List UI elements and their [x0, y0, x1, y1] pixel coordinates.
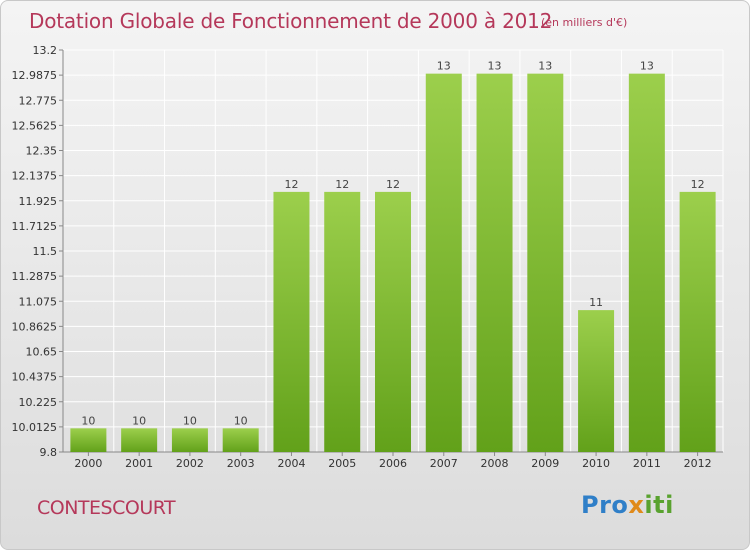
- y-tick-label: 10.4375: [12, 371, 58, 384]
- bar-2012: [679, 191, 716, 452]
- bar-2006: [375, 191, 411, 452]
- bar-value-label: 10: [81, 414, 95, 427]
- x-tick-label: 2000: [74, 457, 102, 470]
- y-tick-label: 12.1375: [12, 170, 58, 183]
- bar-2008: [476, 73, 513, 452]
- bar-2002: [171, 428, 208, 452]
- x-tick-label: 2011: [633, 457, 661, 470]
- bar-value-label: 13: [640, 60, 654, 73]
- y-tick-label: 10.8625: [12, 320, 58, 333]
- chart-subtitle: (en milliers d'€): [541, 16, 628, 29]
- bars-layer: [70, 73, 716, 452]
- bar-2011: [628, 73, 665, 452]
- bar-value-label: 12: [284, 178, 298, 191]
- bar-2000: [70, 428, 107, 452]
- x-tick-label: 2007: [430, 457, 458, 470]
- bar-value-label: 12: [691, 178, 705, 191]
- bar-value-label: 13: [488, 60, 502, 73]
- bar-value-label: 10: [183, 414, 197, 427]
- bar-value-label: 10: [234, 414, 248, 427]
- logo-part-1: Pro: [581, 491, 629, 519]
- y-tick-label: 11.7125: [12, 220, 58, 233]
- grid-layer: [59, 49, 724, 456]
- logo-part-2: x: [628, 491, 645, 519]
- chart-title: Dotation Globale de Fonctionnement de 20…: [29, 9, 553, 33]
- bar-2003: [222, 428, 259, 452]
- x-tick-label: 2005: [328, 457, 356, 470]
- x-tick-label: 2001: [125, 457, 153, 470]
- x-tick-label: 2010: [582, 457, 610, 470]
- labels-layer: 13.2 12.9875 12.775 12.5625 12.35 12.1375 11.9…: [12, 44, 712, 470]
- bar-value-label: 11: [589, 296, 603, 309]
- y-tick-label: 11.2875: [12, 270, 58, 283]
- x-tick-label: 2006: [379, 457, 407, 470]
- y-tick-label: 13.2: [33, 44, 58, 57]
- y-tick-label: 11.925: [19, 195, 58, 208]
- proxiti-logo: Proxiti: [581, 491, 674, 519]
- bar-value-label: 13: [538, 60, 552, 73]
- x-tick-label: 2004: [277, 457, 305, 470]
- bar-value-label: 13: [437, 60, 451, 73]
- y-tick-label: 9.8: [40, 446, 58, 459]
- bar-value-label: 12: [335, 178, 349, 191]
- x-tick-label: 2012: [684, 457, 712, 470]
- x-tick-label: 2003: [227, 457, 255, 470]
- logo-part-3: iti: [644, 491, 674, 519]
- bar-value-label: 12: [386, 178, 400, 191]
- bar-2009: [527, 73, 564, 452]
- y-tick-label: 11.075: [19, 295, 58, 308]
- bar-2010: [578, 310, 615, 452]
- commune-name: CONTESCOURT: [37, 497, 176, 519]
- y-tick-label: 12.35: [26, 145, 58, 158]
- bar-2007: [425, 73, 462, 452]
- y-tick-label: 10.225: [19, 396, 58, 409]
- bar-value-label: 10: [132, 414, 146, 427]
- x-tick-label: 2009: [531, 457, 559, 470]
- x-tick-label: 2002: [176, 457, 204, 470]
- y-tick-label: 12.775: [19, 94, 58, 107]
- bar-2004: [273, 191, 310, 452]
- y-tick-label: 12.5625: [12, 119, 58, 132]
- bar-2001: [121, 428, 158, 452]
- y-tick-label: 10.65: [26, 346, 58, 359]
- y-tick-label: 11.5: [33, 245, 58, 258]
- y-tick-label: 12.9875: [12, 69, 58, 82]
- x-tick-label: 2008: [481, 457, 509, 470]
- y-tick-label: 10.0125: [12, 421, 58, 434]
- bar-2005: [324, 191, 361, 452]
